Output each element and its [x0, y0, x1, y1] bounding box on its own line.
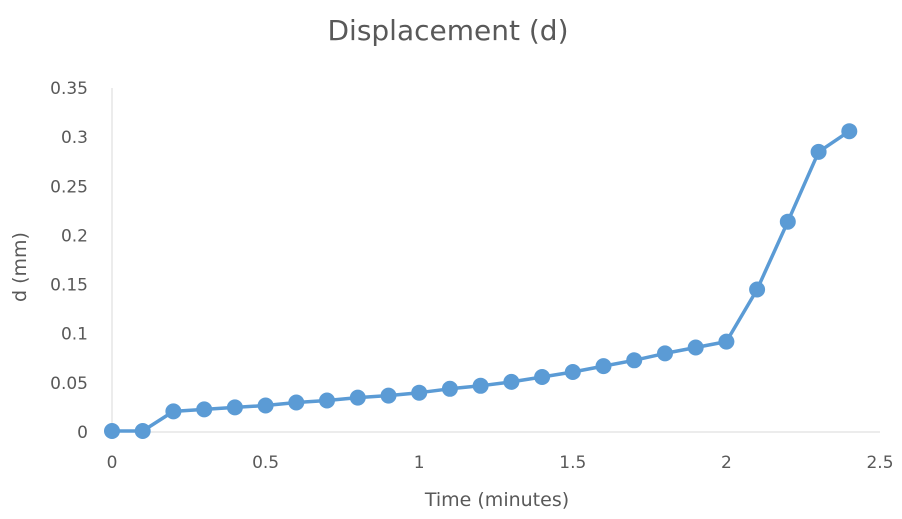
- x-axis-title: Time (minutes): [424, 489, 569, 511]
- y-tick-labels: 0 0.05 0.1 0.15 0.2 0.25 0.3 0.35: [50, 79, 88, 443]
- y-tick-label: 0.35: [50, 79, 88, 99]
- x-tick-labels: 0 0.5 1 1.5 2 2.5: [107, 453, 894, 473]
- y-tick-label: 0.15: [50, 276, 88, 296]
- data-point: [196, 401, 213, 418]
- x-tick-label: 1.5: [559, 453, 586, 473]
- data-point: [165, 403, 182, 420]
- y-tick-label: 0.1: [61, 325, 88, 345]
- data-point: [841, 123, 858, 140]
- y-tick-label: 0.25: [50, 177, 88, 197]
- x-tick-label: 0.5: [252, 453, 279, 473]
- data-point: [441, 380, 458, 397]
- y-tick-label: 0: [77, 423, 88, 443]
- data-point: [534, 369, 551, 385]
- data-point: [657, 345, 673, 362]
- data-point: [718, 333, 735, 350]
- data-point: [411, 384, 428, 401]
- x-tick-label: 2: [721, 453, 732, 473]
- y-tick-label: 0.05: [50, 374, 88, 394]
- data-point: [564, 364, 581, 380]
- data-point: [226, 399, 243, 416]
- data-point: [687, 339, 704, 356]
- data-point: [257, 397, 274, 414]
- x-tick-label: 1: [414, 453, 425, 473]
- data-point: [104, 423, 120, 439]
- data-point: [349, 389, 366, 406]
- data-point: [810, 143, 827, 160]
- data-point: [749, 281, 766, 298]
- data-point: [288, 394, 305, 411]
- data-point: [134, 423, 151, 439]
- chart-title: Displacement (d): [327, 14, 568, 47]
- data-point: [319, 392, 335, 409]
- x-tick-label: 2.5: [866, 453, 893, 473]
- data-point: [472, 377, 489, 394]
- data-point: [626, 352, 643, 369]
- series-layer: [104, 123, 858, 439]
- x-tick-label: 0: [107, 453, 118, 473]
- data-point: [779, 213, 796, 230]
- data-point: [503, 373, 520, 390]
- y-tick-label: 0.2: [61, 226, 88, 246]
- y-axis-title: d (mm): [9, 232, 31, 302]
- data-point: [595, 358, 612, 375]
- y-tick-label: 0.3: [61, 128, 88, 148]
- data-point: [380, 387, 397, 404]
